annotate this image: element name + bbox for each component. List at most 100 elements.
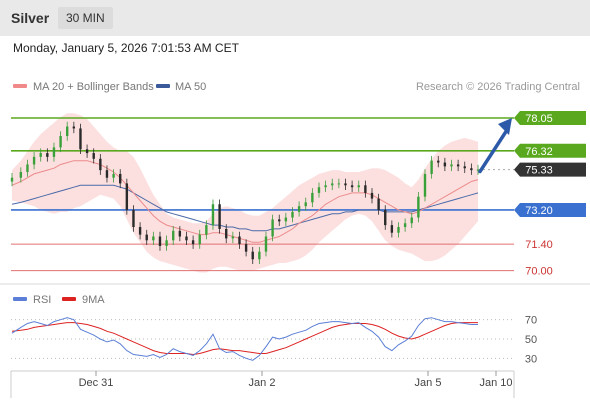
bollinger-band: [12, 113, 478, 273]
candle-body: [317, 187, 321, 193]
candle-body: [264, 236, 268, 252]
level-label-3: 73.20: [525, 205, 553, 217]
level-label-2: 75.33: [525, 165, 553, 177]
forecast-arrow-shaft: [478, 128, 509, 174]
candle-body: [377, 198, 380, 210]
candle-body: [46, 153, 49, 157]
candle-body: [437, 160, 440, 163]
candle-body: [66, 126, 69, 137]
rsi-ma9-line: [11, 322, 478, 356]
candle-body: [145, 234, 148, 241]
candle-body: [397, 227, 400, 233]
x-tick-label: Dec 31: [79, 377, 114, 389]
candle-body: [324, 185, 327, 188]
candle-body: [191, 240, 195, 245]
candle-body: [344, 183, 347, 186]
datetime-label: Monday, January 5, 2026 7:01:53 AM CET: [13, 41, 239, 55]
level-tag-2: [514, 162, 586, 177]
timeframe-selector[interactable]: 30 MIN: [58, 7, 113, 29]
candle-body: [450, 164, 453, 167]
rsi-plot-area: 70 50 30: [11, 315, 537, 365]
candle-body: [297, 206, 301, 212]
legend-label-9ma: 9MA: [82, 294, 105, 306]
candle-body: [423, 173, 427, 197]
level-label-5: 70.00: [525, 266, 553, 278]
candle-body: [417, 196, 420, 218]
candle-body: [476, 169, 480, 171]
candle-body: [10, 177, 14, 182]
candle-body: [85, 149, 89, 154]
candle-body: [59, 136, 62, 148]
candle-body: [185, 236, 188, 241]
candle-body: [357, 185, 360, 188]
candle-body: [225, 228, 228, 239]
candle-body: [32, 156, 36, 165]
candle-body: [218, 204, 221, 229]
candle-body: [370, 192, 374, 199]
rsi-level-label-2: 30: [525, 353, 537, 365]
legend-label-ma50: MA 50: [175, 81, 206, 93]
candle-body: [337, 183, 341, 185]
candle-body: [231, 236, 235, 239]
candle-body: [112, 173, 115, 178]
level-label-1: 76.32: [525, 146, 553, 158]
candle-body: [99, 158, 102, 171]
credit-text: Research © 2026 Trading Central: [416, 81, 580, 93]
candle-body: [430, 160, 433, 174]
legend-swatch-ma50: [156, 84, 170, 88]
candle-body: [119, 173, 122, 184]
ma50-line: [11, 184, 479, 232]
candle-body: [304, 202, 307, 207]
instrument-title: Silver: [11, 10, 50, 26]
candle-body: [26, 164, 29, 173]
legend-label-ma20: MA 20 + Bollinger Bands: [33, 81, 154, 93]
level-tag-1: [514, 143, 586, 158]
candle-body: [271, 219, 274, 237]
candle-body: [39, 153, 42, 157]
rsi-level-label-0: 70: [525, 315, 537, 327]
candle-body: [278, 219, 281, 222]
candle-body: [79, 128, 82, 150]
level-label-0: 78.05: [525, 113, 553, 125]
legend-swatch-9ma: [62, 297, 76, 301]
candle-body: [311, 192, 314, 203]
candle-body: [238, 236, 241, 245]
candle-body: [105, 170, 109, 178]
legend-swatch-rsi: [13, 297, 27, 301]
candle-body: [152, 236, 155, 241]
candle-body: [390, 225, 394, 233]
candle-body: [138, 227, 142, 235]
candle-body: [410, 217, 413, 224]
candle-body: [331, 183, 334, 186]
candle-body: [244, 244, 248, 252]
level-tag-3: [514, 202, 586, 217]
candle-body: [470, 168, 473, 171]
candle-body: [258, 251, 261, 260]
x-tick-label: Jan 2: [249, 377, 276, 389]
candle-body: [211, 204, 215, 226]
candle-body: [178, 230, 182, 237]
legend-swatch-ma20: [13, 84, 27, 88]
candle-body: [198, 234, 201, 245]
x-axis-ticks: Dec 31 Jan 2 Jan 5 Jan 10: [79, 371, 513, 389]
candle-body: [132, 209, 135, 228]
candle-body: [350, 185, 354, 188]
candle-body: [251, 251, 254, 260]
candle-body: [92, 153, 95, 159]
rsi-line: [11, 317, 478, 361]
candle-body: [19, 172, 23, 178]
candle-body: [284, 217, 288, 222]
chart-header: Silver 30 MIN: [0, 0, 590, 36]
forecast-arrow-head: [498, 118, 512, 136]
level-label-4: 71.40: [525, 239, 553, 251]
candle-body: [52, 147, 56, 157]
candle-body: [443, 162, 447, 167]
candle-body: [291, 211, 294, 218]
price-plot-area: 78.05 76.32 75.33 73.20 71.40 70.00: [10, 111, 586, 278]
x-tick-label: Jan 5: [415, 377, 442, 389]
rsi-level-label-1: 50: [525, 334, 537, 346]
legend-label-rsi: RSI: [33, 294, 51, 306]
candle-body: [403, 223, 407, 228]
candle-body: [158, 236, 162, 246]
